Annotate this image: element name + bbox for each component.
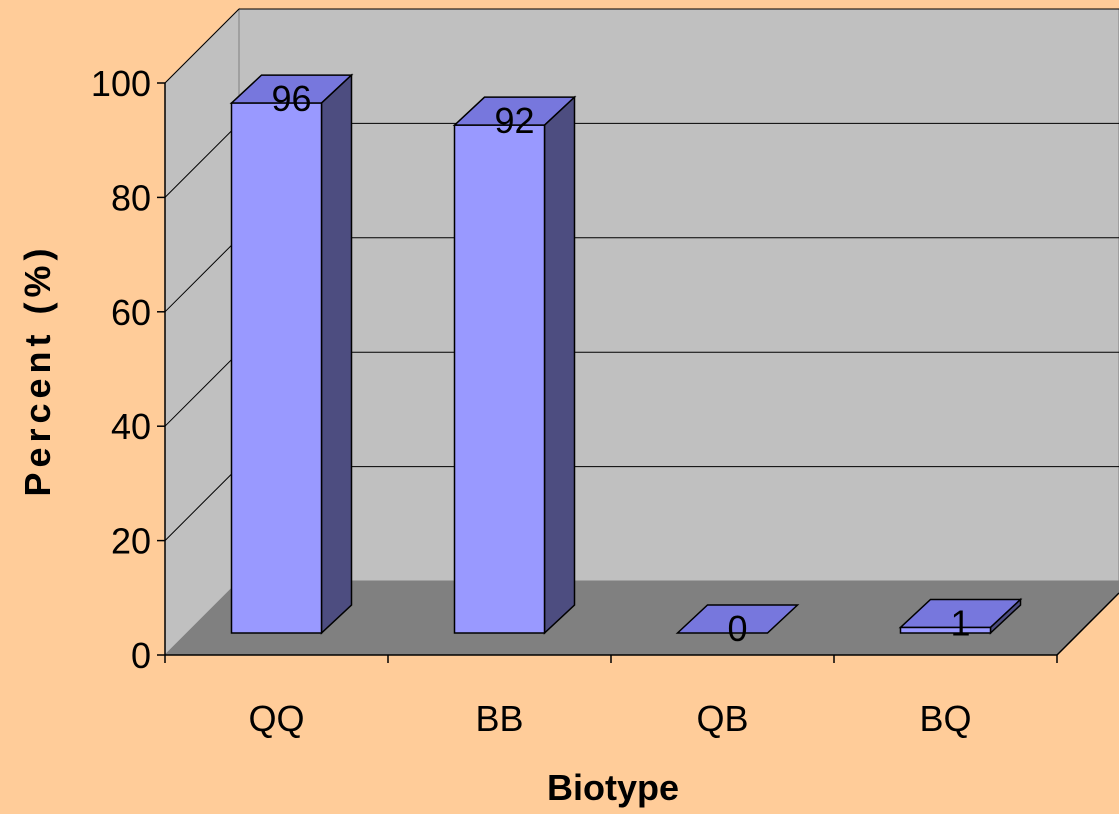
x-tick-label-qq: QQ (248, 698, 304, 739)
y-tick-label: 0 (131, 635, 151, 676)
y-axis-title: Percent (%) (17, 243, 58, 496)
bar-side-qq (320, 73, 353, 635)
gridline-diagonal (164, 466, 240, 541)
bar-qq (230, 102, 323, 634)
x-tick-label-qb: QB (696, 698, 748, 739)
y-tick-label: 60 (111, 292, 151, 333)
bar-bq (899, 626, 992, 634)
gridline-diagonal (164, 237, 240, 313)
side-wall (164, 7, 240, 657)
gridlines (164, 8, 1119, 541)
axes (157, 82, 1119, 663)
bar-side-bb (543, 95, 576, 635)
x-axis-title: Biotype (547, 767, 679, 808)
x-tick-label-bq: BQ (919, 698, 971, 739)
gridline-diagonal (164, 351, 240, 427)
gridline-diagonal (164, 8, 240, 84)
data-label-qb: 0 (727, 608, 747, 649)
y-tick-label: 40 (111, 406, 151, 447)
y-tick-label: 80 (111, 177, 151, 218)
labels: 0 20 40 60 80 100 96 QQ 92 BB 0 QB 1 BQ (91, 63, 972, 739)
bar-top-qb (675, 604, 800, 634)
y-tick-label: 20 (111, 521, 151, 562)
data-label-qq: 96 (271, 78, 311, 119)
x-tick-label-bb: BB (475, 698, 523, 739)
floor (165, 581, 1119, 655)
back-wall (238, 8, 1119, 582)
gridline-diagonal (164, 123, 240, 198)
bar-bb (453, 124, 546, 634)
data-label-bb: 92 (494, 100, 534, 141)
bars (229, 73, 1023, 635)
floor-edge (1056, 592, 1119, 656)
y-tick-label: 100 (91, 63, 151, 104)
data-label-bq: 1 (950, 602, 970, 643)
